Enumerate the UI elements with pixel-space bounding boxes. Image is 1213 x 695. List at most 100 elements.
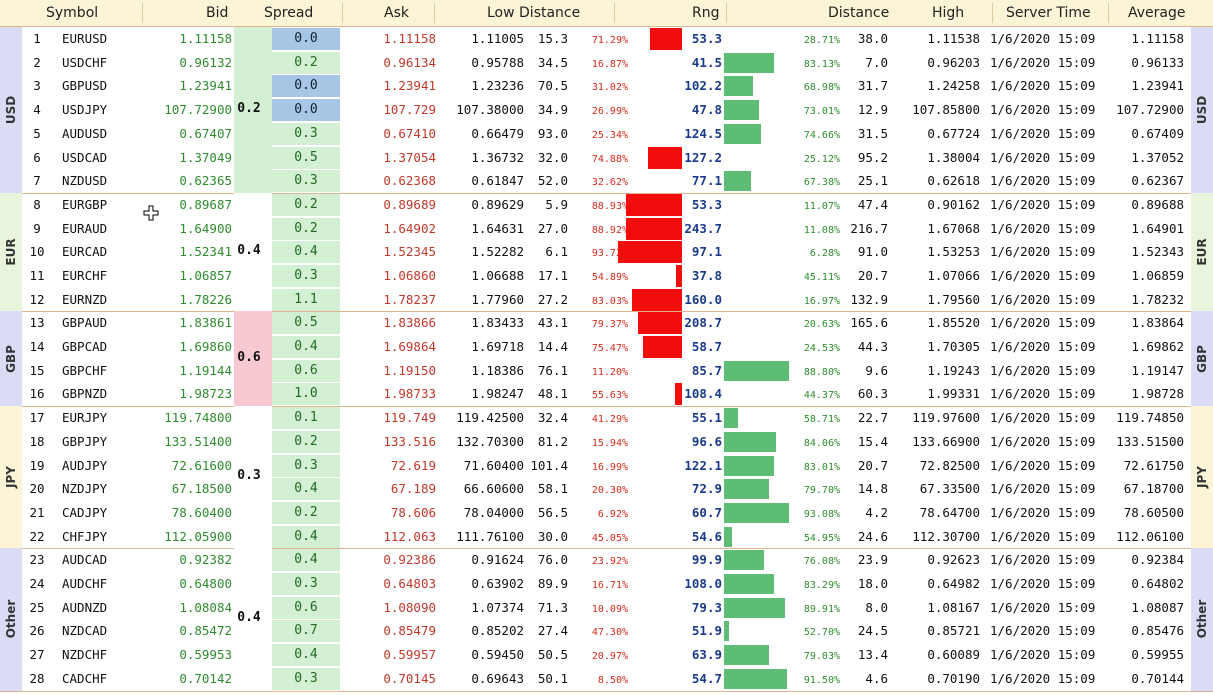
average-cell: 0.64802 [1131, 576, 1184, 592]
low-percent-cell: 83.03% [591, 295, 628, 307]
table-row[interactable]: 17 EURJPY 119.74800 0.1 119.749 119.42500 32.4… [24, 406, 1186, 430]
high-cell: 0.62618 [927, 173, 980, 189]
low-cell: 0.89629 [471, 196, 524, 212]
table-row[interactable]: 2 USDCHF 0.96132 0.2 0.96134 0.95788 34.5 16.87… [24, 51, 1186, 75]
average-cell: 1.83864 [1131, 315, 1184, 331]
table-row[interactable]: 27 NZDCHF 0.59953 0.4 0.59957 0.59450 50.5 20.9… [24, 643, 1186, 667]
table-row[interactable]: 21 CADJPY 78.60400 0.2 78.606 78.04000 56.5 6.9… [24, 501, 1186, 525]
col-server-time[interactable]: Server Time [1006, 5, 1091, 21]
spread-cell: 0.6 [272, 596, 340, 619]
bid-cell: 67.18500 [171, 481, 232, 497]
high-percent-cell: 52.70% [803, 627, 840, 639]
symbol-cell: EURAUD [62, 220, 108, 236]
col-high[interactable]: High [932, 5, 965, 21]
range-cell: 51.9 [691, 623, 722, 639]
spread-cell: 0.2 [272, 217, 340, 240]
table-row[interactable]: 20 NZDJPY 67.18500 0.4 67.189 66.60600 58.1 20.… [24, 477, 1186, 501]
group-average-spread: 0.4 [237, 243, 261, 259]
range-cell: 47.8 [691, 102, 722, 118]
table-row[interactable]: 15 GBPCHF 1.19144 0.6 1.19150 1.18386 76.1 11.2… [24, 359, 1186, 383]
range-cell: 58.7 [691, 339, 722, 355]
symbol-cell: EURNZD [62, 291, 108, 307]
server-time-cell: 1/6/2020 15:09 [990, 599, 1096, 615]
table-row[interactable]: 6 USDCAD 1.37049 0.5 1.37054 1.36732 32.0 74.88… [24, 146, 1186, 170]
table-row[interactable]: 22 CHFJPY 112.05900 0.4 112.063 111.76100 30.0… [24, 525, 1186, 549]
high-cell: 1.53253 [927, 244, 980, 260]
table-row[interactable]: 1 EURUSD 1.11158 0.0 1.11158 1.11005 15.3 71.29… [24, 27, 1186, 51]
table-row[interactable]: 3 GBPUSD 1.23941 0.0 1.23941 1.23236 70.5 31.02… [24, 74, 1186, 98]
low-cell: 1.98247 [471, 386, 524, 402]
server-time-cell: 1/6/2020 15:09 [990, 670, 1096, 686]
table-row[interactable]: 10 EURCAD 1.52341 0.4 1.52345 1.52282 6.1 93.72… [24, 240, 1186, 264]
col-symbol[interactable]: Symbol [46, 5, 99, 21]
group-side-label: USD [0, 27, 22, 193]
high-cell: 1.08167 [927, 599, 980, 615]
server-time-cell: 1/6/2020 15:09 [990, 339, 1096, 355]
group-side-label: JPY [0, 406, 22, 549]
server-time-cell: 1/6/2020 15:09 [990, 267, 1096, 283]
table-row[interactable]: 7 NZDUSD 0.62365 0.3 0.62368 0.61847 52.0 32.62… [24, 169, 1186, 193]
low-distance-cell: 76.0 [537, 552, 568, 568]
table-row[interactable]: 25 AUDNZD 1.08084 0.6 1.08090 1.07374 71.3 10.0… [24, 596, 1186, 620]
range-cell: 85.7 [691, 362, 722, 378]
high-percent-cell: 67.38% [803, 177, 840, 189]
high-distance-cell: 132.9 [850, 291, 888, 307]
col-bid[interactable]: Bid [206, 5, 229, 21]
ask-cell: 1.78237 [383, 291, 436, 307]
high-distance-cell: 95.2 [857, 149, 888, 165]
col-average[interactable]: Average [1128, 5, 1186, 21]
table-row[interactable]: 23 AUDCAD 0.92382 0.4 0.92386 0.91624 76.0 23.9… [24, 548, 1186, 572]
ask-cell: 0.89689 [383, 196, 436, 212]
low-distance-bar [675, 383, 682, 406]
symbol-cell: USDCAD [62, 149, 108, 165]
table-row[interactable]: 14 GBPCAD 1.69860 0.4 1.69864 1.69718 14.4 75.4… [24, 335, 1186, 359]
table-row[interactable]: 28 CADCHF 0.70142 0.3 0.70145 0.69643 50.1 8.50… [24, 667, 1186, 691]
range-cell: 72.9 [691, 481, 722, 497]
average-cell: 1.19147 [1131, 362, 1184, 378]
range-cell: 97.1 [691, 244, 722, 260]
table-row[interactable]: 26 NZDCAD 0.85472 0.7 0.85479 0.85202 27.4 47.3… [24, 619, 1186, 643]
row-number: 22 [29, 528, 45, 544]
high-percent-cell: 25.12% [803, 153, 840, 165]
server-time-cell: 1/6/2020 15:09 [990, 576, 1096, 592]
low-percent-cell: 79.37% [591, 319, 628, 331]
low-percent-cell: 74.88% [591, 153, 628, 165]
col-ask[interactable]: Ask [384, 5, 409, 21]
table-row[interactable]: 11 EURCHF 1.06857 0.3 1.06860 1.06688 17.1 54.8… [24, 264, 1186, 288]
table-row[interactable]: 13 GBPAUD 1.83861 0.5 1.83866 1.83433 43.1 79.3… [24, 311, 1186, 335]
table-row[interactable]: 19 AUDJPY 72.61600 0.3 72.619 71.60400 101.4 16… [24, 454, 1186, 478]
table-row[interactable]: 12 EURNZD 1.78226 1.1 1.78237 1.77960 27.2 83.0… [24, 288, 1186, 312]
high-distance-cell: 24.5 [857, 623, 888, 639]
high-cell: 133.66900 [912, 433, 980, 449]
average-cell: 1.69862 [1131, 339, 1184, 355]
table-row[interactable]: 4 USDJPY 107.72900 0.0 107.729 107.38000 34.9 2… [24, 98, 1186, 122]
high-percent-cell: 83.13% [803, 58, 840, 70]
col-rng[interactable]: Rng [692, 5, 720, 21]
table-row[interactable]: 16 GBPNZD 1.98723 1.0 1.98733 1.98247 48.1 55.6… [24, 382, 1186, 406]
low-cell: 0.61847 [471, 173, 524, 189]
ask-cell: 1.64902 [383, 220, 436, 236]
table-row[interactable]: 8 EURGBP 0.89687 0.2 0.89689 0.89629 5.9 88.93%… [24, 193, 1186, 217]
table-row[interactable]: 5 AUDUSD 0.67407 0.3 0.67410 0.66479 93.0 25.34… [24, 122, 1186, 146]
col-low-distance[interactable]: Low Distance [487, 5, 581, 21]
table-row[interactable]: 18 GBPJPY 133.51400 0.2 133.516 132.70300 81.2… [24, 430, 1186, 454]
low-percent-cell: 88.92% [591, 224, 628, 236]
col-distance[interactable]: Distance [828, 5, 890, 21]
server-time-cell: 1/6/2020 15:09 [990, 244, 1096, 260]
col-spread[interactable]: Spread [264, 5, 314, 21]
ask-cell: 1.11158 [383, 31, 436, 46]
row-number: 23 [29, 552, 45, 568]
low-percent-cell: 31.02% [591, 82, 628, 94]
low-cell: 1.06688 [471, 267, 524, 283]
high-distance-cell: 20.7 [857, 267, 888, 283]
range-cell: 127.2 [684, 149, 722, 165]
low-distance-bar [650, 28, 682, 50]
spread-cell: 0.2 [272, 51, 340, 74]
row-number: 11 [29, 267, 45, 283]
low-cell: 107.38000 [456, 102, 524, 118]
table-row[interactable]: 24 AUDCHF 0.64800 0.3 0.64803 0.63902 89.9 16.7… [24, 572, 1186, 596]
bid-cell: 1.78226 [179, 291, 232, 307]
spread-cell: 0.4 [272, 336, 340, 359]
high-cell: 0.96203 [927, 54, 980, 70]
table-row[interactable]: 9 EURAUD 1.64900 0.2 1.64902 1.64631 27.0 88.92… [24, 217, 1186, 241]
